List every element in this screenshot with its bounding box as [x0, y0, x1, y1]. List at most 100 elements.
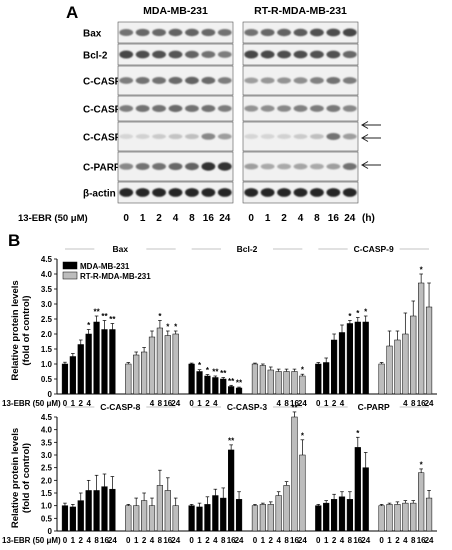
bar-c-parp-mda-mb-231 [346, 499, 354, 532]
bar-c-parp-rt-r-mda-mb-231 [418, 472, 425, 532]
bar-c-parp-mda-mb-231 [323, 502, 330, 532]
bar-c-casp-3-rt-r-mda-mb-231 [299, 454, 306, 532]
x-tick-label: 4 [403, 399, 408, 408]
bar-bax-rt-r-mda-mb-231 [148, 336, 156, 395]
y-tick-label: 1.0 [41, 502, 53, 511]
blot-band [277, 188, 291, 197]
blot-time-label: 4 [298, 213, 304, 224]
y-tick-label: 3.0 [41, 300, 53, 309]
bar-bax-rt-r-mda-mb-231 [133, 354, 140, 395]
arrow-head-icon [361, 161, 369, 169]
blot-band [342, 50, 357, 59]
bar-c-casp-9-rt-r-mda-mb-231 [402, 333, 409, 395]
bar-c-parp-mda-mb-231 [315, 505, 322, 532]
blot-group-label-mda-mb-231: MDA-MB-231 [143, 5, 208, 17]
blot-band [277, 28, 291, 37]
blot-band [310, 188, 324, 197]
bar-c-casp-8-rt-r-mda-mb-231 [148, 505, 156, 532]
x-tick-label: 24 [171, 536, 180, 545]
blot-band [277, 105, 291, 112]
bar-c-casp-3-mda-mb-231 [228, 449, 235, 532]
bar-bax-rt-r-mda-mb-231 [125, 363, 132, 395]
blot-band [277, 50, 291, 59]
x-tick-label: 4 [213, 399, 218, 408]
blot-band [201, 188, 216, 197]
blot-band [201, 28, 216, 37]
legend-label-rt-r-mda-mb-231: RT-R-MDA-MB-231 [80, 272, 151, 281]
blot-band [342, 133, 357, 140]
x-tick-label: 24 [235, 536, 244, 545]
y-tick-label: 2.0 [41, 476, 53, 485]
blot-row-label-c-parp: C-PARP [83, 163, 121, 174]
blot-band [217, 188, 232, 197]
group-title-bg [94, 242, 147, 254]
significance-mark: * [206, 366, 210, 375]
blot-band [326, 188, 341, 197]
blot-time-label: 1 [140, 213, 146, 224]
blot-band [185, 188, 199, 197]
blot-band [244, 134, 259, 139]
x-tick-label: 8 [411, 536, 416, 545]
bar-bax-mda-mb-231 [77, 344, 84, 395]
group-title-bax: Bax [113, 244, 129, 254]
blot-time-label: 0 [248, 213, 254, 224]
x-tick-label: 2 [142, 536, 147, 545]
bar-bax-rt-r-mda-mb-231 [164, 335, 171, 395]
x-tick-label: 4 [213, 536, 218, 545]
x-tick-label: 16 [417, 536, 426, 545]
bar-c-casp-9-rt-r-mda-mb-231 [418, 282, 425, 395]
significance-mark: * [158, 312, 162, 321]
blot-band [201, 104, 216, 113]
blot-band [326, 163, 341, 170]
legend-swatch-mda-mb-231 [62, 261, 78, 270]
blot-band [260, 28, 275, 37]
bar-bcl-2-rt-r-mda-mb-231 [283, 371, 290, 395]
y-tick-label: 1.5 [41, 345, 53, 354]
bar-c-casp-9-mda-mb-231 [315, 363, 322, 395]
significance-mark: * [348, 312, 352, 321]
x-tick-label: 4 [403, 536, 408, 545]
blot-band [152, 133, 166, 140]
bar-c-casp-8-mda-mb-231 [93, 490, 100, 532]
blot-band [152, 104, 166, 113]
bar-bcl-2-rt-r-mda-mb-231 [291, 371, 298, 395]
bar-bcl-2-rt-r-mda-mb-231 [267, 369, 274, 395]
y-tick-label: 1.0 [41, 360, 53, 369]
x-tick-label: 2 [79, 399, 84, 408]
blot-band [217, 51, 232, 58]
bar-c-casp-9-mda-mb-231 [338, 332, 346, 395]
y-tick-label: 1.5 [41, 489, 53, 498]
bar-bax-mda-mb-231 [61, 363, 69, 395]
blot-band [260, 163, 275, 170]
bar-c-casp-3-mda-mb-231 [196, 506, 203, 532]
blot-band [293, 133, 308, 140]
bar-c-casp-8-rt-r-mda-mb-231 [125, 505, 132, 532]
blot-row-label-c-casp-3: C-CASP-3 [83, 133, 131, 144]
blot-band [244, 188, 259, 197]
blot-time-label: 0 [123, 213, 129, 224]
x-tick-label: 1 [71, 399, 76, 408]
blot-band [293, 77, 308, 84]
blot-band [310, 105, 324, 112]
bar-c-casp-9-mda-mb-231 [362, 321, 369, 395]
legend-label-mda-mb-231: MDA-MB-231 [80, 262, 130, 271]
blot-band [342, 28, 357, 37]
x-tick-label: 0 [63, 536, 68, 545]
blot-band [293, 50, 308, 59]
blot-band [201, 50, 216, 59]
blot-time-label: 8 [314, 213, 320, 224]
x-tick-label: 1 [324, 536, 329, 545]
significance-mark: ** [101, 312, 108, 321]
y-tick-label: 4.0 [41, 270, 53, 279]
blot-row-label-c-casp-8: C-CASP-8 [83, 105, 131, 116]
significance-mark: ** [93, 308, 100, 317]
blot-band [119, 105, 134, 112]
bar-bcl-2-rt-r-mda-mb-231 [259, 365, 266, 395]
bar-bcl-2-mda-mb-231 [204, 375, 211, 395]
blot-band [293, 28, 308, 37]
bar-c-casp-3-rt-r-mda-mb-231 [259, 504, 266, 532]
group-title-bg [221, 400, 273, 412]
blot-band [342, 162, 357, 171]
blot-band [135, 76, 150, 85]
blot-row-label-actin: β-actin [83, 189, 116, 200]
